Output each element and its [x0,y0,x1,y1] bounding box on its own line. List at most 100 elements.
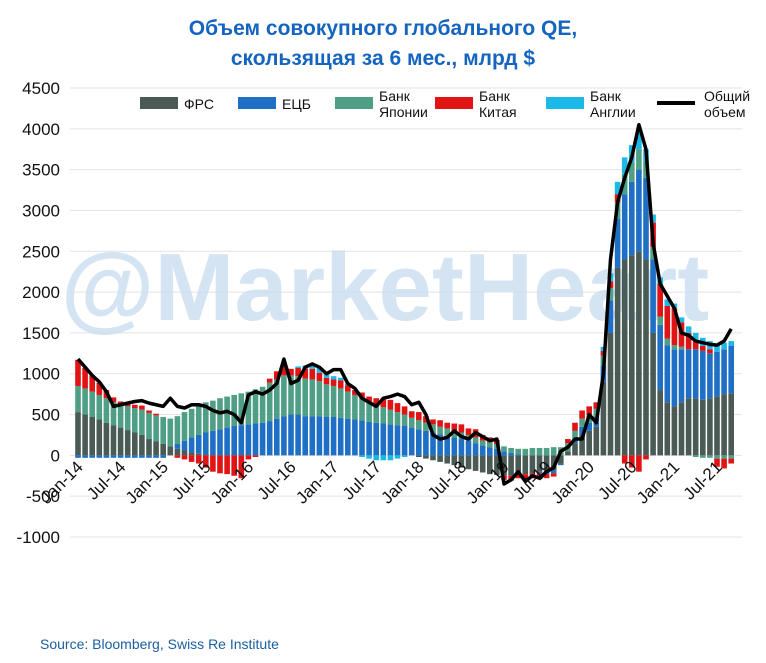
bar [103,455,110,458]
bar [75,412,81,456]
bar [444,455,450,464]
bar [408,411,415,418]
legend-label: Общий объем [704,88,751,120]
bar [692,332,699,342]
bar [643,259,649,456]
bar [416,420,422,430]
legend-swatch [657,101,695,105]
bar [330,376,337,380]
bar [394,403,401,413]
bar [728,455,734,459]
bar [174,416,181,444]
bar [153,441,159,456]
bar [657,324,663,391]
bar [558,455,564,464]
bar [323,377,330,385]
bar [245,424,252,456]
bar [543,455,550,472]
bar [629,455,635,468]
bar [117,427,124,456]
bar [472,443,479,456]
bar [96,455,103,458]
bar [316,381,323,417]
bar [124,406,131,431]
bar [266,421,273,456]
legend-label: Банк Китая [479,88,517,120]
bar [309,368,316,380]
bar [501,451,507,456]
bar [614,181,621,195]
bar [593,402,600,409]
bar [181,412,188,441]
bar [678,317,685,323]
x-tick-label: Jan-18 [377,457,427,507]
bar [153,455,159,458]
bar [117,404,124,428]
bar [472,455,479,471]
bar [181,440,188,451]
bar [167,418,174,447]
bar [529,448,536,456]
bar [89,416,95,456]
bar [692,341,699,350]
bar [671,406,678,456]
bar [636,251,642,456]
bar [110,455,117,458]
bar [621,259,628,456]
watermark: @MarketHeart [61,234,710,341]
bar [295,376,301,415]
legend-label: ЕЦБ [282,96,311,112]
bar [692,349,699,399]
bar [423,422,429,431]
bar [124,430,131,456]
bar [685,398,692,456]
bar [579,418,585,427]
bar [238,393,245,426]
bar [416,429,422,456]
bar [139,434,145,456]
bar [707,353,713,399]
bar [671,345,678,350]
bar [678,346,685,350]
bar [558,463,564,466]
bar [110,397,117,403]
bar [501,455,507,476]
x-tick-label: Jan-17 [292,457,342,507]
bar [330,379,337,386]
bar [359,420,365,456]
bar [550,447,557,456]
bar [132,455,138,458]
legend-label: Банк Англии [590,88,636,120]
bar [579,410,585,419]
bar [714,455,720,459]
bar [714,396,720,456]
y-tick-label: 500 [32,406,60,425]
bar [345,391,351,419]
bar [373,398,379,405]
bar [75,455,81,458]
bar [337,417,344,456]
bar [728,393,734,456]
bar [614,267,621,456]
bar [692,455,699,457]
bar [536,471,543,474]
bar [451,455,458,466]
bar [288,375,294,415]
bar [408,427,415,456]
bar [579,426,585,435]
bar [373,455,379,461]
bar [586,422,592,431]
bar [650,214,656,223]
bar [366,455,372,459]
bar [160,455,166,458]
bar [664,305,671,339]
bar [337,388,344,418]
bar [75,385,81,413]
bar [451,430,458,438]
bar [664,402,671,456]
bar [430,419,436,425]
bar [550,455,557,471]
bar [636,169,642,252]
bar [629,161,635,182]
bar [685,326,692,333]
